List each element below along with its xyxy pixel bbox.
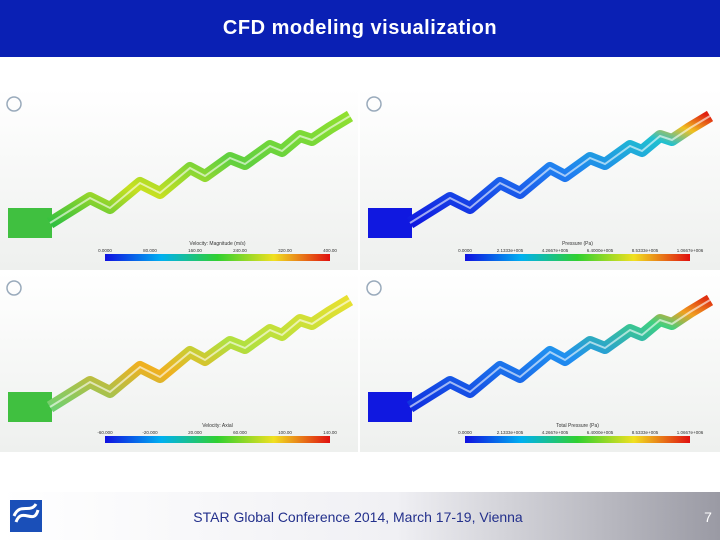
panel-logo bbox=[6, 280, 22, 296]
colorbar-tick-label: -20.000 bbox=[142, 430, 158, 435]
panel-logo bbox=[366, 96, 382, 112]
footer-text: STAR Global Conference 2014, March 17-19… bbox=[193, 509, 523, 525]
channel-inlet bbox=[368, 208, 412, 238]
channel-edge bbox=[49, 299, 351, 408]
colorbar-title: Pressure (Pa) bbox=[562, 241, 593, 247]
colorbar bbox=[465, 254, 690, 261]
colorbar-tick-label: 2.1333e+005 bbox=[497, 248, 524, 253]
channel-inlet bbox=[8, 392, 52, 422]
page-number: 7 bbox=[704, 509, 712, 525]
colorbar-tick-label: 1.0667e+006 bbox=[677, 248, 704, 253]
colorbar-tick-label: 6.4000e+005 bbox=[587, 430, 614, 435]
colorbar-tick-label: 80.000 bbox=[143, 248, 157, 253]
channel-edge bbox=[49, 115, 351, 224]
colorbar bbox=[465, 436, 690, 443]
colorbar-tick-label: 160.00 bbox=[188, 248, 202, 253]
colorbar-tick-label: 0.0000 bbox=[98, 248, 112, 253]
colorbar-tick-label: 400.00 bbox=[323, 248, 337, 253]
channel-inlet bbox=[8, 208, 52, 238]
title: CFD modeling visualization bbox=[222, 17, 498, 39]
colorbar-title: Velocity: Magnitude (m/s) bbox=[189, 241, 245, 247]
colorbar-tick-label: 60.000 bbox=[233, 430, 247, 435]
colorbar-tick-label: 140.00 bbox=[323, 430, 337, 435]
colorbar-tick-label: -60.000 bbox=[97, 430, 113, 435]
footer-bar bbox=[0, 492, 720, 540]
colorbar-tick-label: 240.00 bbox=[233, 248, 247, 253]
channel-edge bbox=[409, 299, 711, 408]
colorbar-tick-label: 320.00 bbox=[278, 248, 292, 253]
logo-mark bbox=[12, 503, 40, 523]
colorbar-tick-label: 4.2667e+005 bbox=[542, 248, 569, 253]
colorbar bbox=[105, 436, 330, 443]
panel-logo bbox=[6, 96, 22, 112]
colorbar-tick-label: 0.0000 bbox=[458, 430, 472, 435]
colorbar-tick-label: 20.000 bbox=[188, 430, 202, 435]
colorbar-tick-label: 0.0000 bbox=[458, 248, 472, 253]
colorbar-title: Velocity: Axial bbox=[202, 423, 233, 429]
colorbar-tick-label: 8.5333e+005 bbox=[632, 248, 659, 253]
channel-edge bbox=[409, 115, 711, 224]
colorbar-tick-label: 1.0667e+006 bbox=[677, 430, 704, 435]
colorbar-tick-label: 8.5333e+005 bbox=[632, 430, 659, 435]
colorbar-tick-label: 100.00 bbox=[278, 430, 292, 435]
colorbar-title: Total Pressure (Pa) bbox=[556, 423, 599, 429]
colorbar bbox=[105, 254, 330, 261]
channel-inlet bbox=[368, 392, 412, 422]
colorbar-tick-label: 4.2667e+005 bbox=[542, 430, 569, 435]
panel-logo bbox=[366, 280, 382, 296]
colorbar-tick-label: 6.4000e+005 bbox=[587, 248, 614, 253]
colorbar-tick-label: 2.1333e+005 bbox=[497, 430, 524, 435]
title-bar: CFD modeling visualization bbox=[0, 0, 720, 57]
